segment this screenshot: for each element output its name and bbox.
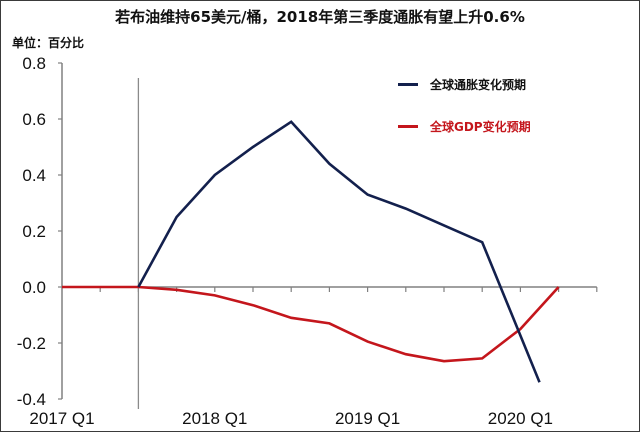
y-tick-label: 0.0: [22, 278, 46, 297]
y-tick-label: 0.8: [22, 54, 46, 73]
y-tick-label: -0.4: [17, 390, 46, 409]
y-tick-label: 0.4: [22, 166, 46, 185]
legend-swatch-inflation: [398, 83, 418, 86]
x-tick-labels: 2017 Q1 2018 Q1 2019 Q1 2020 Q1: [29, 409, 553, 428]
x-tick-label: 2018 Q1: [182, 409, 247, 428]
x-tick-label: 2017 Q1: [29, 409, 94, 428]
chart-title: 若布油维持65美元/桶，2018年第三季度通胀有望上升0.6%: [115, 8, 525, 26]
x-tick-label: 2019 Q1: [335, 409, 400, 428]
unit-label: 单位：百分比: [12, 36, 85, 50]
y-axis: 0.8 0.6 0.4 0.2 0.0 -0.2 -0.4: [17, 54, 63, 409]
y-tick-label: 0.6: [22, 110, 46, 129]
x-tick-label: 2020 Q1: [488, 409, 553, 428]
y-tick-label: -0.2: [17, 334, 46, 353]
legend-label-inflation: 全球通胀变化预期: [430, 78, 527, 92]
y-tick-label: 0.2: [22, 222, 46, 241]
series-lines: [62, 120, 560, 383]
legend-item-gdp: 全球GDP变化预期: [398, 118, 531, 135]
series-line: [62, 285, 560, 363]
legend-swatch-gdp: [398, 125, 418, 128]
series-line: [137, 120, 541, 383]
legend-item-inflation: 全球通胀变化预期: [398, 76, 526, 93]
legend-label-gdp: 全球GDP变化预期: [430, 120, 531, 134]
